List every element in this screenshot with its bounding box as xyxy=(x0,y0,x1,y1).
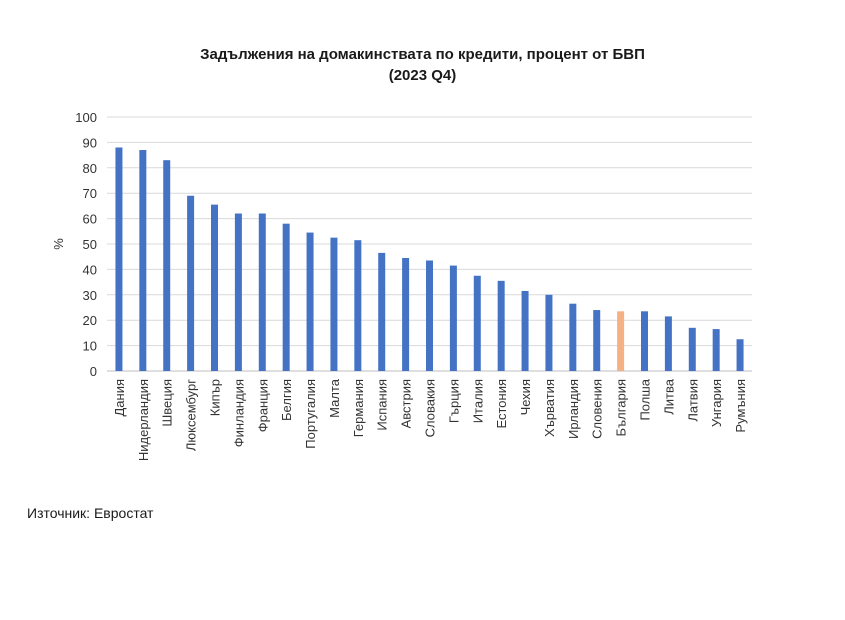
bar xyxy=(497,280,505,371)
x-tick-label: Финландия xyxy=(231,379,246,447)
bars xyxy=(115,147,744,371)
y-tick-label: 10 xyxy=(83,339,97,354)
x-tick-label: Литва xyxy=(661,378,676,415)
x-tick-label: Люксембург xyxy=(184,379,199,451)
bar xyxy=(736,339,744,371)
y-tick-label: 80 xyxy=(83,161,97,176)
chart-title: Задължения на домакинствата по кредити, … xyxy=(200,46,645,63)
x-tick-label: Естония xyxy=(494,379,509,429)
y-axis-label: % xyxy=(51,238,66,250)
x-tick-label: Австрия xyxy=(399,379,414,428)
bar xyxy=(282,223,290,371)
x-tick-label: Италия xyxy=(470,379,485,423)
x-tick-label: Полша xyxy=(638,378,653,420)
y-tick-label: 90 xyxy=(83,135,97,150)
bar xyxy=(449,265,457,371)
bar xyxy=(354,240,362,371)
y-tick-label: 30 xyxy=(83,288,97,303)
bar xyxy=(211,204,218,371)
x-tick-label: Латвия xyxy=(685,379,700,422)
x-tick-label: Белгия xyxy=(279,379,294,421)
bar xyxy=(712,329,720,371)
x-tick-label: Германия xyxy=(351,379,366,437)
bar xyxy=(426,260,433,371)
x-tick-label: Дания xyxy=(112,379,127,417)
x-tick-label: Франция xyxy=(255,379,270,432)
bar xyxy=(664,316,672,371)
y-tick-label: 50 xyxy=(83,237,97,252)
y-tick-label: 40 xyxy=(83,262,97,277)
x-tick-label: Кипър xyxy=(208,379,223,416)
y-tick-label: 100 xyxy=(75,110,97,125)
y-axis-ticks: 0 10 20 30 40 50 60 70 80 90 100 xyxy=(75,110,97,379)
chart-subtitle: (2023 Q4) xyxy=(388,67,457,84)
x-tick-label: Румъния xyxy=(733,379,748,433)
bar xyxy=(545,294,553,371)
y-tick-label: 0 xyxy=(90,364,97,379)
x-tick-label: Португалия xyxy=(303,379,318,449)
x-tick-label: Нидерландия xyxy=(136,379,151,461)
bar xyxy=(569,303,577,371)
x-axis-labels: Дания Нидерландия Швеция Люксембург Кипър Фин… xyxy=(112,378,748,461)
bar xyxy=(378,252,386,371)
x-tick-label: Словения xyxy=(590,379,605,439)
y-tick-label: 20 xyxy=(83,313,97,328)
bar xyxy=(163,160,171,371)
x-tick-label: Малта xyxy=(327,378,342,418)
x-tick-label: България xyxy=(614,379,629,436)
x-tick-label: Швеция xyxy=(160,379,175,427)
bar xyxy=(402,257,410,371)
x-tick-label: Испания xyxy=(375,379,390,431)
bar xyxy=(473,275,481,371)
bar xyxy=(330,237,338,371)
bar xyxy=(234,213,242,371)
y-tick-label: 60 xyxy=(83,212,97,227)
bar xyxy=(258,213,266,371)
x-tick-label: Словакия xyxy=(423,379,438,437)
x-tick-label: Гърция xyxy=(446,379,461,423)
y-tick-label: 70 xyxy=(83,186,97,201)
x-tick-label: Унгария xyxy=(709,379,724,427)
bar xyxy=(521,290,529,371)
bar xyxy=(641,311,648,371)
x-tick-label: Чехия xyxy=(518,379,533,415)
bar xyxy=(187,195,195,371)
bar xyxy=(115,147,123,371)
bar xyxy=(306,232,314,371)
bar xyxy=(139,150,147,371)
bar xyxy=(617,311,625,371)
source-note: Източник: Евростат xyxy=(27,505,154,521)
bar xyxy=(593,310,601,371)
x-tick-label: Ирландия xyxy=(566,379,581,439)
bar xyxy=(688,327,696,371)
x-tick-label: Хърватия xyxy=(542,379,557,437)
